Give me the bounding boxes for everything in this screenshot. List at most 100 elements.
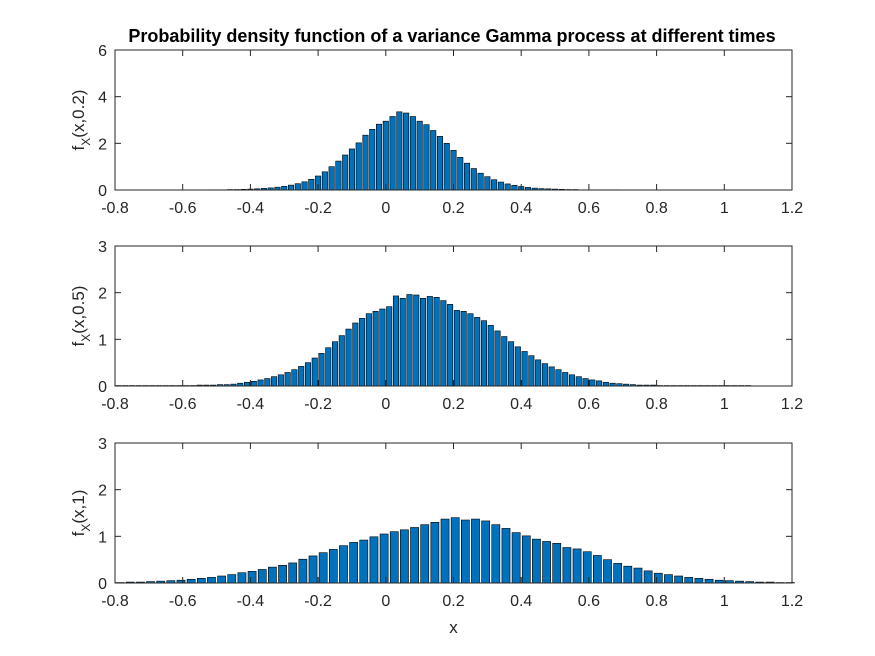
bar — [392, 295, 399, 387]
bar — [460, 519, 470, 584]
x-tick-label: 1 — [720, 396, 729, 413]
x-tick-label: 0.6 — [578, 593, 600, 610]
bar — [227, 574, 237, 584]
bar — [430, 522, 440, 584]
bar — [369, 536, 379, 584]
bar — [420, 297, 427, 387]
y-tick-label: 3 — [98, 239, 107, 256]
plot-area — [115, 246, 792, 386]
bar — [501, 528, 511, 584]
bar — [433, 297, 440, 387]
x-tick-label: -0.6 — [169, 593, 197, 610]
bar — [582, 378, 589, 387]
bar — [426, 296, 433, 387]
bar — [291, 369, 298, 387]
bar — [704, 578, 714, 584]
x-tick-label: -0.6 — [169, 200, 197, 217]
x-tick-label: 0.8 — [645, 593, 667, 610]
bar — [237, 572, 247, 584]
bar — [406, 294, 413, 387]
bar — [281, 185, 288, 191]
x-tick-label: 0.4 — [510, 200, 532, 217]
y-axis-label: fX(x,1) — [69, 490, 93, 537]
x-tick-label: 0.6 — [578, 200, 600, 217]
x-tick-label: -0.4 — [237, 593, 265, 610]
bar — [504, 183, 511, 191]
bar — [257, 569, 267, 584]
bar — [257, 379, 264, 387]
x-tick-label: 0.6 — [578, 396, 600, 413]
bar — [345, 328, 352, 387]
bar — [217, 575, 226, 584]
bar — [548, 366, 555, 387]
bar — [423, 124, 430, 191]
bar — [328, 166, 335, 191]
bar — [674, 575, 683, 584]
bar — [362, 134, 369, 191]
bar — [311, 357, 318, 387]
bar — [436, 136, 443, 191]
bar — [484, 176, 491, 191]
chart-title: Probability density function of a varian… — [128, 26, 775, 46]
bar — [582, 551, 592, 584]
bar — [278, 564, 287, 584]
x-tick-label: -0.4 — [237, 200, 265, 217]
bar — [470, 168, 477, 191]
x-tick-label: 1.2 — [781, 200, 803, 217]
bar — [413, 294, 420, 387]
bar — [542, 541, 551, 584]
bar — [694, 578, 704, 584]
bar — [301, 181, 308, 191]
bar — [508, 341, 515, 387]
bar — [572, 548, 582, 584]
bar — [325, 347, 332, 387]
x-tick-label: 1.2 — [781, 396, 803, 413]
bar — [471, 518, 480, 584]
y-axis-label: fX(x,0.2) — [69, 90, 93, 151]
bar — [244, 381, 251, 387]
bar — [338, 335, 345, 387]
bar — [562, 372, 569, 387]
y-axis-label: fX(x,0.5) — [69, 286, 93, 347]
bar — [457, 157, 464, 191]
bar — [410, 527, 419, 584]
x-axis: -0.8 -0.6 -0.4 -0.2 0 0.2 0.4 0.6 0.8 1 1.2 — [101, 443, 803, 610]
bar — [207, 577, 216, 584]
bar — [328, 549, 338, 584]
bar — [430, 130, 437, 191]
bar — [420, 524, 430, 584]
bar — [568, 374, 575, 387]
bar — [284, 372, 291, 387]
bar — [453, 310, 460, 387]
bar — [335, 160, 342, 191]
bar — [535, 359, 542, 387]
x-tick-label: 0 — [381, 593, 390, 610]
bar — [386, 306, 393, 387]
bar — [416, 120, 423, 191]
bar — [460, 311, 467, 387]
bar — [389, 531, 399, 584]
x-tick-label: -0.4 — [237, 396, 265, 413]
x-tick-label: -0.2 — [304, 396, 332, 413]
y-tick-label: 2 — [98, 136, 107, 153]
bar — [653, 572, 663, 584]
bar — [474, 317, 481, 387]
bar — [294, 183, 301, 191]
bar — [497, 181, 504, 191]
y-tick-label: 4 — [98, 90, 107, 107]
bar — [339, 545, 348, 584]
bar — [447, 304, 454, 387]
bar — [440, 518, 450, 584]
x-tick-label: 0.2 — [442, 593, 464, 610]
bar — [247, 571, 257, 584]
bar — [562, 547, 572, 584]
x-tick-label: -0.2 — [304, 200, 332, 217]
bar — [288, 562, 298, 584]
y-tick-label: 2 — [98, 483, 107, 500]
bar — [308, 178, 315, 191]
x-tick-label: -0.2 — [304, 593, 332, 610]
bar — [555, 369, 562, 387]
bar — [528, 355, 535, 387]
bar — [196, 578, 206, 584]
